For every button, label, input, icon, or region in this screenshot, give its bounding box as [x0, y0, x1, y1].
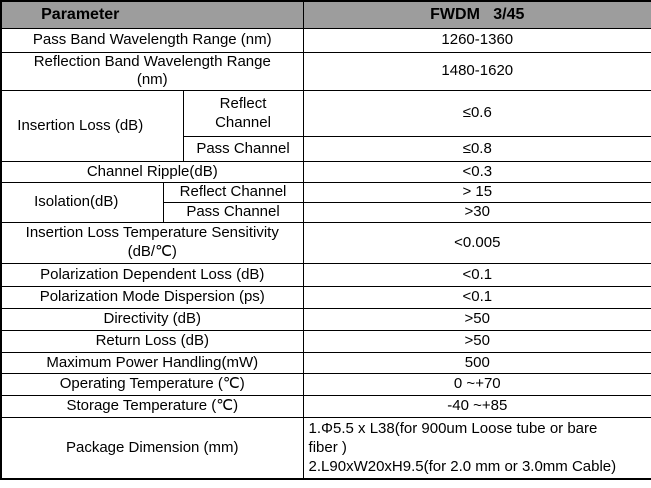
table-row-insertion-loss-pass: Pass Channel ≤0.8 — [1, 136, 651, 162]
sub-channel-label: Pass Channel — [162, 202, 304, 223]
table-row-insertion-loss-reflect: Insertion Loss (dB) Reflect Channel ≤0.6 — [0, 90, 651, 162]
sub-channel-label: Pass Channel — [182, 136, 304, 162]
table-row-directivity: Directivity (dB) >50 — [0, 308, 651, 331]
table-row-storage-temperature: Storage Temperature (℃) -40 ~+85 — [0, 395, 651, 418]
param-value: >30 — [302, 202, 651, 223]
param-label: Reflection Band Wavelength Range (nm) — [0, 51, 304, 91]
table-row-polarization-dependent-loss: Polarization Dependent Loss (dB) <0.1 — [0, 263, 651, 287]
table-row-return-loss: Return Loss (dB) >50 — [0, 330, 651, 353]
table-header-row: Parameter FWDM 3/45 — [0, 0, 651, 29]
table-row-max-power-handling: Maximum Power Handling(mW) 500 — [0, 352, 651, 374]
table-row-isolation-reflect: Isolation(dB) Reflect Channel > 15 — [0, 182, 651, 223]
param-value: >50 — [302, 330, 651, 353]
param-label: Return Loss (dB) — [0, 330, 304, 353]
param-value: > 15 — [302, 182, 651, 203]
table-row-il-temp-sensitivity: Insertion Loss Temperature Sensitivity (… — [0, 222, 651, 264]
param-label: Polarization Dependent Loss (dB) — [0, 263, 304, 287]
param-value: ≤0.6 — [302, 90, 651, 137]
table-row-reflection-band: Reflection Band Wavelength Range (nm) 14… — [0, 51, 651, 91]
table-row-polarization-mode-dispersion: Polarization Mode Dispersion (ps) <0.1 — [0, 286, 651, 309]
table-row-channel-ripple: Channel Ripple(dB) <0.3 — [0, 161, 651, 183]
table-row-operating-temperature: Operating Temperature (℃) 0 ~+70 — [0, 373, 651, 396]
param-label: Channel Ripple(dB) — [0, 161, 304, 183]
column-header-parameter: Parameter — [0, 0, 304, 29]
table-row-package-dimension: Package Dimension (mm) 1.Φ5.5 x L38(for … — [0, 417, 651, 480]
sub-channel-label: Reflect Channel — [162, 182, 304, 203]
param-value: <0.005 — [302, 222, 651, 264]
param-value: <0.1 — [302, 286, 651, 309]
table-row-pass-band: Pass Band Wavelength Range (nm) 1260-136… — [0, 27, 651, 53]
param-value: <0.3 — [302, 161, 651, 183]
sub-channel-label: Reflect Channel — [182, 90, 304, 137]
param-value: >50 — [302, 308, 651, 331]
column-header-model: FWDM 3/45 — [302, 0, 651, 29]
param-group-label: Insertion Loss (dB) — [0, 90, 184, 162]
param-value: -40 ~+85 — [302, 395, 651, 418]
param-value: ≤0.8 — [302, 136, 651, 162]
param-value: 1.Φ5.5 x L38(for 900um Loose tube or bar… — [302, 417, 651, 480]
param-label: Directivity (dB) — [0, 308, 304, 331]
param-value: <0.1 — [302, 263, 651, 287]
param-label: Insertion Loss Temperature Sensitivity (… — [0, 222, 304, 264]
param-label: Storage Temperature (℃) — [0, 395, 304, 418]
param-value: 0 ~+70 — [302, 373, 651, 396]
param-label: Maximum Power Handling(mW) — [0, 352, 304, 374]
param-label: Package Dimension (mm) — [0, 417, 304, 480]
param-label: Pass Band Wavelength Range (nm) — [0, 27, 304, 53]
param-label: Operating Temperature (℃) — [0, 373, 304, 396]
param-value: 1480-1620 — [302, 51, 651, 91]
param-group-label: Isolation(dB) — [0, 182, 164, 223]
param-label: Polarization Mode Dispersion (ps) — [0, 286, 304, 309]
param-value: 1260-1360 — [302, 27, 651, 53]
param-value: 500 — [302, 352, 651, 374]
